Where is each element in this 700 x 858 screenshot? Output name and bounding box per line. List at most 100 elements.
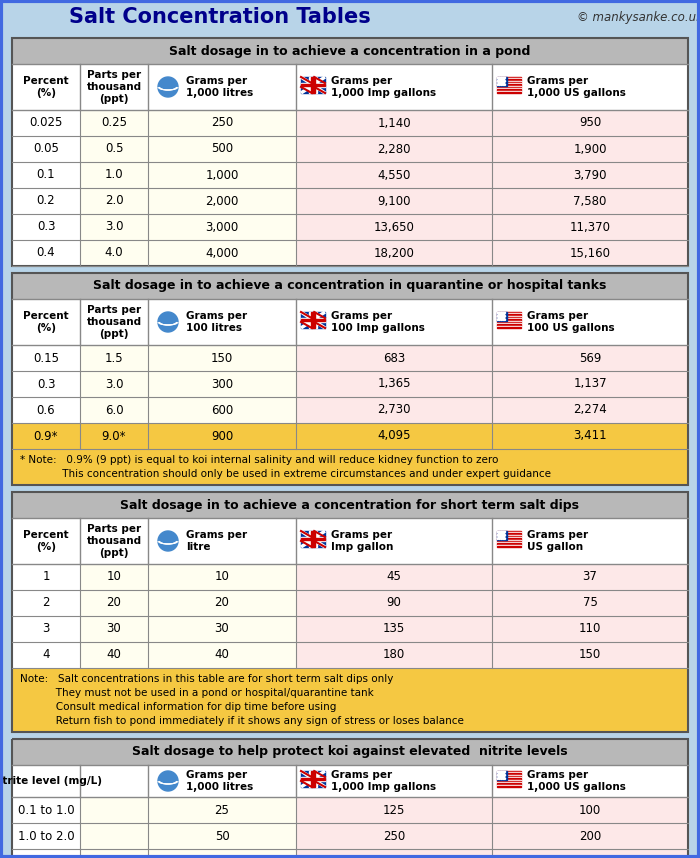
Text: 0.9*: 0.9*: [34, 430, 58, 443]
Text: Grams per
US gallon: Grams per US gallon: [527, 530, 588, 552]
Text: 4: 4: [42, 649, 50, 662]
Text: 200: 200: [579, 830, 601, 843]
Bar: [296, 345, 492, 371]
Text: Percent
(%): Percent (%): [23, 311, 69, 333]
Bar: [309, 771, 316, 787]
Circle shape: [499, 319, 500, 320]
Circle shape: [501, 79, 503, 81]
Text: 50: 50: [215, 830, 230, 843]
Text: 0.3: 0.3: [36, 378, 55, 390]
Bar: [80, 849, 148, 858]
Text: 2.0: 2.0: [105, 195, 123, 208]
Text: 150: 150: [211, 352, 233, 365]
Bar: [492, 616, 688, 642]
Bar: [12, 449, 688, 485]
Bar: [148, 823, 296, 849]
Bar: [12, 38, 688, 64]
Bar: [148, 590, 296, 616]
Bar: [311, 531, 315, 547]
Text: 9,100: 9,100: [377, 195, 411, 208]
Circle shape: [500, 81, 502, 82]
Bar: [497, 778, 521, 780]
Text: Grams per
100 litres: Grams per 100 litres: [186, 311, 247, 333]
Text: 7,580: 7,580: [573, 195, 607, 208]
Bar: [497, 532, 521, 534]
Circle shape: [499, 538, 500, 540]
Circle shape: [499, 535, 500, 536]
Bar: [296, 616, 492, 642]
Text: 20: 20: [106, 596, 121, 609]
Text: Salt Concentration Tables: Salt Concentration Tables: [69, 7, 371, 27]
Text: Percent
(%): Percent (%): [23, 76, 69, 98]
Circle shape: [499, 81, 500, 82]
Bar: [296, 590, 492, 616]
Bar: [497, 531, 507, 540]
Text: Grams per
1,000 litres: Grams per 1,000 litres: [186, 770, 253, 792]
Bar: [492, 136, 688, 162]
Bar: [309, 77, 316, 93]
Bar: [497, 546, 521, 547]
Circle shape: [497, 775, 498, 776]
Bar: [12, 642, 80, 668]
Bar: [497, 786, 521, 787]
Bar: [497, 771, 507, 780]
Bar: [12, 371, 80, 397]
Bar: [497, 541, 521, 542]
Circle shape: [500, 317, 501, 318]
Circle shape: [498, 536, 499, 538]
Bar: [148, 136, 296, 162]
Bar: [80, 423, 148, 449]
Bar: [296, 162, 492, 188]
Bar: [301, 318, 325, 321]
Text: Grams per
1,000 litres: Grams per 1,000 litres: [186, 76, 253, 98]
Text: 0.1 to 1.0: 0.1 to 1.0: [18, 803, 74, 817]
Text: They must not be used in a pond or hospital/quarantine tank: They must not be used in a pond or hospi…: [20, 688, 374, 698]
Bar: [12, 564, 80, 590]
Text: 569: 569: [579, 352, 601, 365]
Bar: [492, 214, 688, 240]
Bar: [80, 188, 148, 214]
Circle shape: [499, 77, 500, 79]
Text: 375: 375: [383, 855, 405, 858]
Bar: [497, 86, 521, 87]
Bar: [80, 797, 148, 823]
Bar: [296, 136, 492, 162]
Circle shape: [504, 531, 505, 533]
Text: 3,411: 3,411: [573, 430, 607, 443]
Bar: [296, 849, 492, 858]
Text: 1,900: 1,900: [573, 142, 607, 155]
Text: 15,160: 15,160: [570, 246, 610, 259]
Text: Parts per
thousand
(ppt): Parts per thousand (ppt): [86, 524, 141, 558]
Circle shape: [500, 312, 502, 313]
Text: 37: 37: [582, 571, 597, 583]
Bar: [148, 345, 296, 371]
Text: 4,095: 4,095: [377, 430, 411, 443]
Bar: [492, 345, 688, 371]
Circle shape: [504, 778, 505, 779]
Bar: [301, 777, 325, 780]
Bar: [301, 84, 325, 87]
Bar: [296, 823, 492, 849]
Bar: [296, 371, 492, 397]
Text: Salt dosage in to achieve a concentration for short term salt dips: Salt dosage in to achieve a concentratio…: [120, 498, 580, 511]
Bar: [492, 797, 688, 823]
Bar: [497, 543, 521, 545]
Bar: [492, 110, 688, 136]
Bar: [492, 823, 688, 849]
Bar: [12, 492, 688, 732]
Text: 75: 75: [582, 596, 597, 609]
Text: 18,200: 18,200: [374, 246, 414, 259]
Text: 3.0: 3.0: [105, 221, 123, 233]
Circle shape: [499, 778, 500, 779]
Text: 40: 40: [215, 649, 230, 662]
Text: 0.6: 0.6: [36, 403, 55, 416]
Bar: [497, 321, 521, 322]
Circle shape: [501, 317, 503, 318]
Bar: [497, 84, 521, 86]
Bar: [80, 214, 148, 240]
Circle shape: [497, 538, 498, 540]
Text: Grams per
100 US gallons: Grams per 100 US gallons: [527, 311, 615, 333]
Circle shape: [498, 773, 499, 774]
Circle shape: [498, 82, 499, 84]
Bar: [492, 423, 688, 449]
